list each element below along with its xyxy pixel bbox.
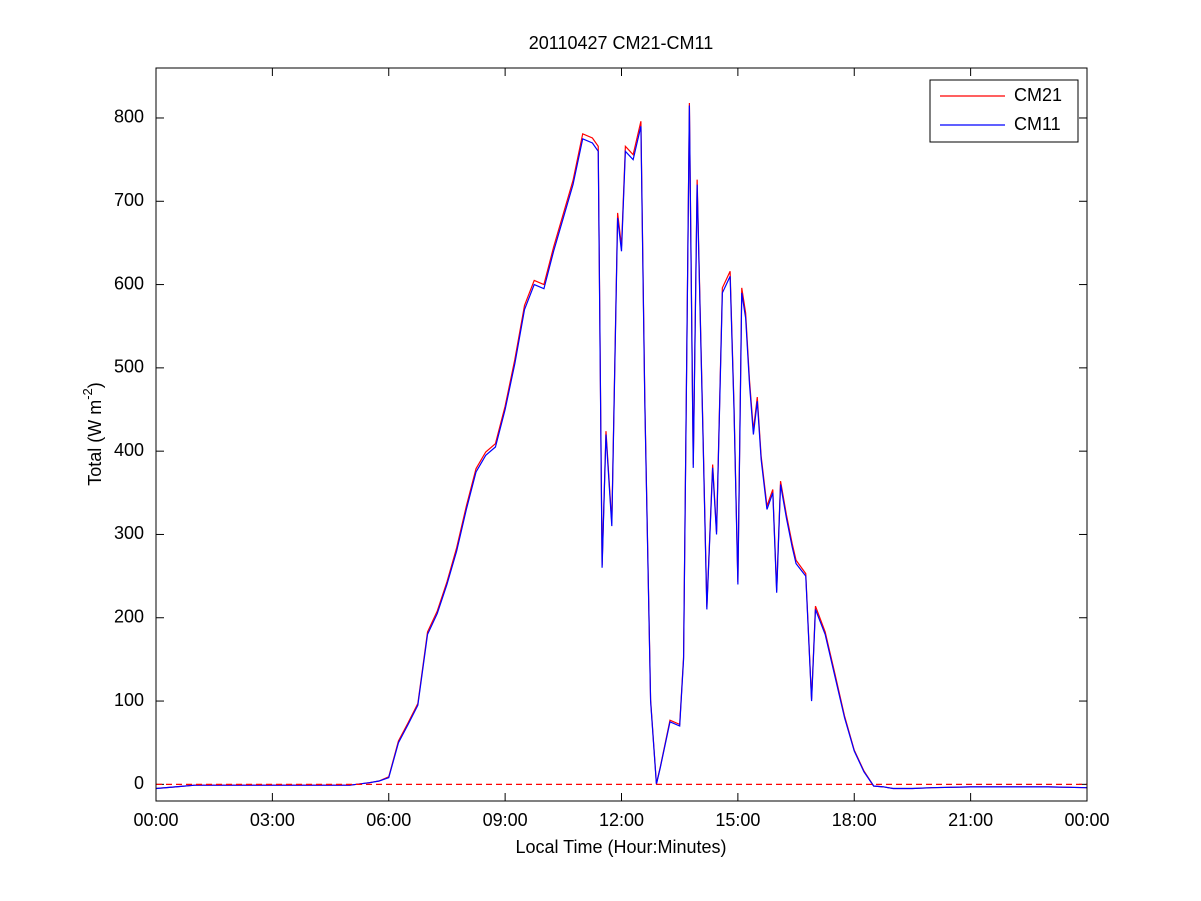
x-tick-label: 21:00 [948, 810, 993, 830]
chart-title: 20110427 CM21-CM11 [529, 33, 713, 53]
x-tick-label: 18:00 [832, 810, 877, 830]
x-tick-label: 00:00 [133, 810, 178, 830]
x-tick-label: 06:00 [366, 810, 411, 830]
x-tick-label: 12:00 [599, 810, 644, 830]
y-axis-label: Total (W m-2) [80, 382, 104, 486]
legend-box [929, 79, 1079, 143]
y-axis-label-superscript: -2 [80, 388, 95, 400]
y-tick-label: 500 [114, 357, 144, 377]
x-tick-label: 00:00 [1064, 810, 1109, 830]
y-tick-label: 800 [114, 107, 144, 127]
y-tick-label: 100 [114, 690, 144, 710]
x-tick-label: 15:00 [715, 810, 760, 830]
series-line [155, 105, 1088, 790]
legend: CM21 CM11 [929, 79, 1079, 143]
x-tick-label: 03:00 [250, 810, 295, 830]
y-axis-label-suffix: ) [85, 382, 105, 388]
y-tick-label: 700 [114, 190, 144, 210]
legend-label: CM11 [1014, 114, 1061, 134]
legend-label: CM21 [1014, 85, 1062, 105]
y-tick-label: 0 [134, 773, 144, 793]
y-tick-label: 400 [114, 440, 144, 460]
x-axis-label: Local Time (Hour:Minutes) [515, 837, 726, 857]
y-axis-label-text: Total (W m [85, 400, 105, 486]
x-tick-label: 09:00 [483, 810, 528, 830]
y-tick-label: 600 [114, 273, 144, 293]
y-tick-label: 200 [114, 607, 144, 627]
plot-frame [155, 67, 1088, 802]
y-tick-label: 300 [114, 523, 144, 543]
